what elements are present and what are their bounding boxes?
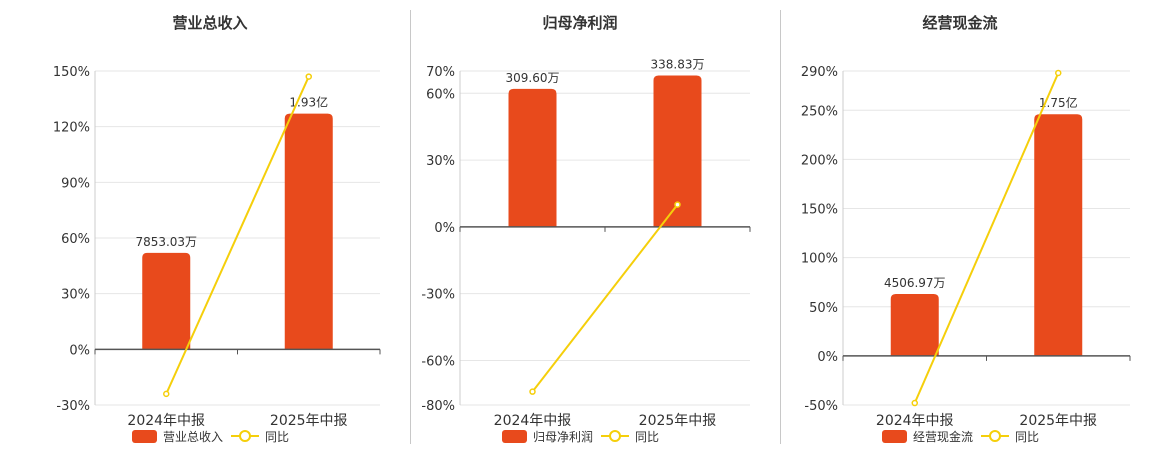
y-tick-label: 200% <box>801 153 838 168</box>
legend-line-label: 同比 <box>265 430 289 444</box>
bar-value-label: 338.83万 <box>651 57 705 71</box>
x-tick-label: 2024年中报 <box>127 413 205 429</box>
y-tick-label: 150% <box>801 203 838 218</box>
legend-line-marker <box>239 430 251 442</box>
yoy-point <box>911 399 918 407</box>
y-tick-label: 50% <box>809 301 838 316</box>
y-tick-label: 250% <box>801 104 838 119</box>
x-tick-label: 2024年中报 <box>876 413 954 429</box>
bar <box>1034 114 1083 356</box>
y-tick-label: -30% <box>56 399 90 414</box>
yoy-point <box>1055 69 1062 77</box>
y-tick-label: -30% <box>421 288 455 303</box>
y-tick-label: 290% <box>801 65 838 80</box>
y-tick-label: 60% <box>61 232 90 247</box>
legend-line-marker <box>609 430 621 442</box>
bar <box>890 293 939 356</box>
yoy-point <box>305 73 312 80</box>
bar <box>284 113 333 350</box>
chart-panel-2: 归母净利润 70% 60% 30% 0% -30% -60% -80% 309.60万 338.8… <box>421 14 751 444</box>
yoy-line <box>165 76 310 395</box>
yoy-point <box>674 201 681 208</box>
y-tick-label: 30% <box>61 288 90 303</box>
legend-bar-swatch <box>502 430 527 443</box>
chart-title: 归母净利润 <box>542 14 617 32</box>
panel-divider <box>780 10 781 444</box>
x-tick-label: 2025年中报 <box>639 413 717 429</box>
y-tick-label: 0% <box>434 221 455 236</box>
x-tick-label: 2024年中报 <box>494 413 572 429</box>
legend-bar-label: 归母净利润 <box>533 430 593 444</box>
bar-value-label: 7853.03万 <box>135 235 197 249</box>
y-tick-label: 150% <box>53 65 90 80</box>
legend-bar-swatch <box>132 430 157 443</box>
yoy-line <box>913 72 1060 404</box>
panel-divider <box>410 10 411 444</box>
legend-line-marker <box>989 430 1001 442</box>
bar <box>142 252 191 350</box>
x-tick-label: 2025年中报 <box>1019 413 1097 429</box>
y-tick-label: 60% <box>426 87 455 102</box>
yoy-point <box>163 390 170 398</box>
y-tick-label: -80% <box>421 399 455 414</box>
y-tick-label: 0% <box>817 350 838 365</box>
bar <box>653 75 702 227</box>
chart-title: 经营现金流 <box>922 14 997 32</box>
y-tick-label: 30% <box>426 154 455 169</box>
bar-value-label: 309.60万 <box>506 71 560 85</box>
legend-bar-label: 经营现金流 <box>913 429 973 444</box>
y-tick-label: -60% <box>421 354 455 369</box>
y-tick-label: 90% <box>61 176 90 191</box>
bar-value-label: 4506.97万 <box>884 276 946 290</box>
legend-bar-swatch <box>882 430 907 443</box>
chart-title: 营业总收入 <box>172 14 247 32</box>
legend-bar-label: 营业总收入 <box>163 430 223 444</box>
legend-line-label: 同比 <box>635 430 659 444</box>
yoy-line <box>531 203 679 393</box>
y-tick-label: -50% <box>804 399 838 414</box>
yoy-point <box>529 388 536 395</box>
x-tick-label: 2025年中报 <box>270 413 348 429</box>
y-tick-label: 120% <box>53 121 90 136</box>
bar <box>508 88 557 227</box>
legend-line-label: 同比 <box>1015 430 1039 444</box>
chart-panel-3: 经营现金流 290% 250% 200% 150% 100% 50% 0% -50% 4506.9… <box>801 14 1131 444</box>
bar-value-label: 1.75亿 <box>1039 95 1078 110</box>
y-tick-label: 100% <box>801 252 838 267</box>
y-tick-label: 70% <box>426 65 455 80</box>
y-tick-label: 0% <box>69 343 90 358</box>
chart-panel-1: 营业总收入150%120%90%60%30%0%-30%7853.03万1.93… <box>53 14 381 444</box>
